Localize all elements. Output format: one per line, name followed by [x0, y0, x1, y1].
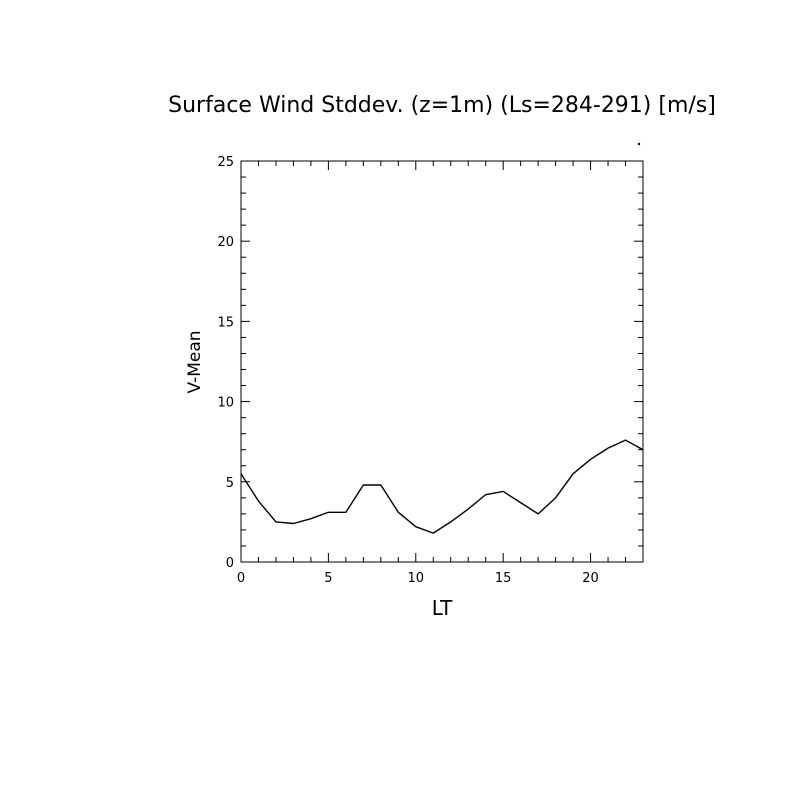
series-line — [240, 439, 644, 534]
tick-labels: 0 5 10 15 20 0 5 10 15 20 25 — [217, 155, 598, 586]
x-tick-label: 10 — [408, 571, 425, 586]
plot-frame — [240, 160, 644, 563]
y-axis-label: V-Mean — [185, 330, 205, 393]
x-tick-label: 5 — [324, 571, 332, 586]
series-layer — [240, 439, 644, 534]
y-tick-label: 10 — [217, 396, 234, 411]
corner-marker-dot — [637, 142, 641, 146]
chart-title: Surface Wind Stddev. (z=1m) (Ls=284-291)… — [168, 93, 716, 118]
y-tick-label: 15 — [217, 315, 234, 330]
y-tick-label: 0 — [226, 556, 234, 571]
x-tick-label: 15 — [495, 571, 512, 586]
x-axis-label: LT — [432, 596, 453, 620]
y-tick-label: 20 — [217, 235, 234, 250]
y-tick-label: 25 — [217, 155, 234, 170]
x-tick-label: 20 — [582, 571, 599, 586]
axis-ticks — [240, 160, 644, 563]
x-tick-label: 0 — [237, 571, 245, 586]
y-tick-label: 5 — [226, 476, 234, 491]
